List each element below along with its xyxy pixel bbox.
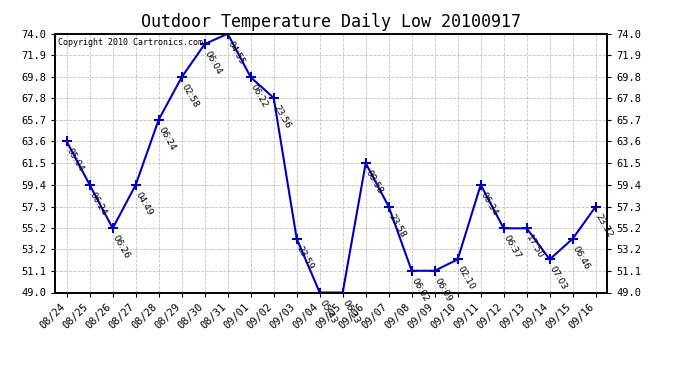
- Text: 04:49: 04:49: [133, 190, 154, 217]
- Text: 23:59: 23:59: [295, 244, 315, 271]
- Text: 06:24: 06:24: [88, 190, 108, 217]
- Text: 06:26: 06:26: [110, 234, 131, 261]
- Text: 06:34: 06:34: [478, 190, 499, 217]
- Text: 04:55: 04:55: [226, 39, 246, 66]
- Text: 05:04: 05:04: [64, 147, 85, 174]
- Text: 06:46: 06:46: [571, 244, 591, 271]
- Text: 08:58: 08:58: [364, 169, 384, 196]
- Text: 06:09: 06:09: [433, 276, 453, 303]
- Text: 02:10: 02:10: [455, 265, 476, 292]
- Text: 06:22: 06:22: [248, 83, 269, 110]
- Text: 02:58: 02:58: [179, 83, 200, 110]
- Text: 23:32: 23:32: [593, 212, 614, 239]
- Text: 17:50: 17:50: [524, 234, 545, 261]
- Text: 06:02: 06:02: [409, 276, 430, 303]
- Text: 05:43: 05:43: [317, 298, 338, 325]
- Text: 06:04: 06:04: [202, 50, 223, 76]
- Text: 23:58: 23:58: [386, 212, 407, 239]
- Text: 07:03: 07:03: [547, 265, 568, 292]
- Text: 23:56: 23:56: [271, 104, 292, 130]
- Text: 06:33: 06:33: [340, 298, 361, 325]
- Text: 06:37: 06:37: [502, 234, 522, 261]
- Title: Outdoor Temperature Daily Low 20100917: Outdoor Temperature Daily Low 20100917: [141, 13, 521, 31]
- Text: 06:24: 06:24: [157, 125, 177, 152]
- Text: Copyright 2010 Cartronics.com: Copyright 2010 Cartronics.com: [58, 38, 203, 46]
